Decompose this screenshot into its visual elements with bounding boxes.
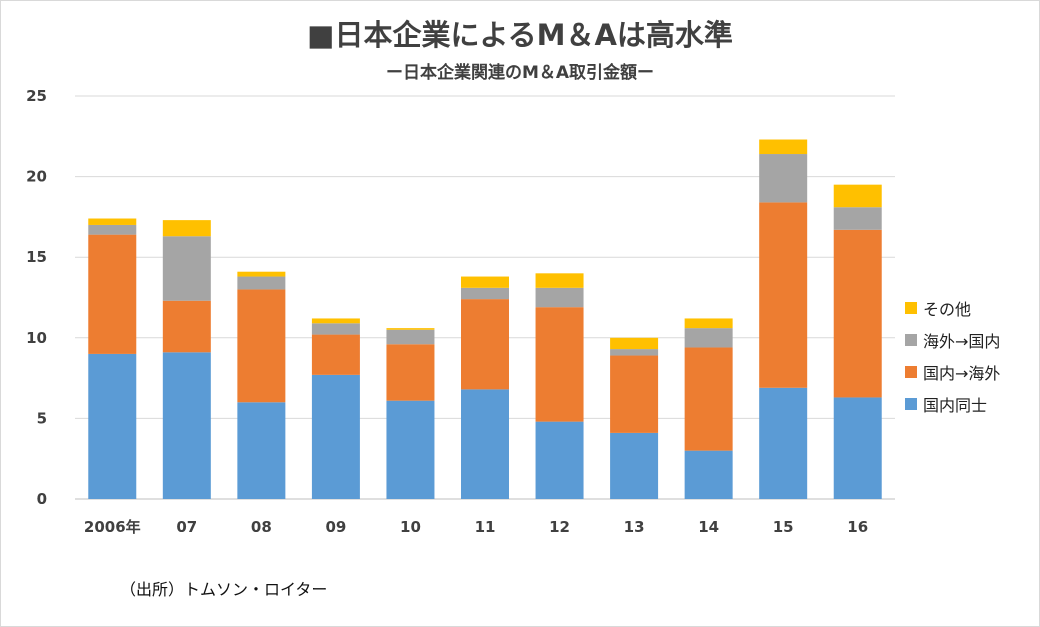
bar-segment-series-0 [759, 387, 808, 499]
x-tick-label: 09 [325, 518, 346, 536]
bar-segment-series-3 [386, 328, 435, 330]
legend-swatch-foreign-to-domestic [905, 334, 917, 346]
bar-segment-series-0 [88, 353, 137, 499]
bar-segment-series-0 [833, 397, 882, 499]
bar-segment-series-0 [684, 450, 733, 499]
bar-segment-series-1 [535, 307, 584, 422]
y-tick-label: 25 [26, 87, 47, 105]
chart-subtitle: ー日本企業関連のM＆A取引金額ー [385, 63, 655, 83]
bar-segment-series-0 [610, 432, 659, 499]
bar-segment-series-2 [610, 349, 659, 356]
legend-item-other: その他 [905, 292, 1000, 324]
bar-segment-series-0 [311, 374, 360, 499]
y-tick-label: 5 [37, 409, 47, 427]
bar-segment-series-2 [162, 236, 211, 301]
source-note: （出所）トムソン・ロイター [120, 580, 328, 599]
bar-segment-series-2 [461, 287, 509, 300]
bar-segment-series-2 [237, 276, 286, 290]
x-tick-label: 13 [624, 518, 645, 536]
bar-segment-series-2 [311, 323, 360, 335]
bar-segment-series-3 [311, 318, 360, 324]
legend: その他 海外→国内 国内→海外 国内同士 [905, 292, 1000, 420]
bar-segment-series-1 [461, 299, 509, 390]
y-tick-label: 10 [26, 329, 47, 347]
legend-item-domestic: 国内同士 [905, 388, 1000, 420]
legend-swatch-other [905, 302, 917, 314]
bar-segment-series-2 [759, 154, 808, 203]
bar-segment-series-1 [162, 300, 211, 353]
y-tick-label: 20 [26, 168, 47, 186]
legend-label-domestic: 国内同士 [923, 396, 988, 415]
x-tick-label: 14 [698, 518, 719, 536]
x-tick-label: 10 [400, 518, 421, 536]
bar-segment-series-2 [535, 287, 584, 308]
x-tick-label: 12 [549, 518, 570, 536]
bar-segment-series-3 [461, 276, 509, 288]
legend-swatch-domestic [905, 398, 917, 410]
x-tick-label: 08 [251, 518, 272, 536]
bar-segment-series-3 [759, 139, 808, 155]
x-tick-label: 07 [176, 518, 197, 536]
bar-segment-series-0 [386, 400, 435, 499]
bar-segment-series-2 [88, 224, 137, 235]
legend-label-domestic-to-foreign: 国内→海外 [923, 364, 1001, 383]
bar-segment-series-1 [610, 355, 659, 433]
bar-segment-series-0 [535, 421, 584, 499]
chart-title: ■日本企業によるM＆Aは高水準 [307, 18, 733, 52]
y-tick-label: 0 [37, 490, 47, 508]
bar-segment-series-3 [610, 337, 659, 350]
bar-segment-series-0 [461, 389, 509, 499]
legend-item-domestic-to-foreign: 国内→海外 [905, 356, 1000, 388]
legend-label-foreign-to-domestic: 海外→国内 [923, 332, 1001, 351]
bar-segment-series-1 [833, 229, 882, 398]
bar-segment-series-2 [684, 328, 733, 348]
bar-segment-series-2 [833, 207, 882, 230]
bar-segment-series-1 [88, 234, 137, 354]
bar-segment-series-3 [684, 318, 733, 329]
x-tick-label: 11 [475, 518, 496, 536]
bar-segment-series-3 [833, 184, 882, 208]
x-tick-label: 15 [773, 518, 794, 536]
bar-segment-series-1 [386, 344, 435, 401]
bar-segment-series-3 [88, 218, 137, 225]
legend-item-foreign-to-domestic: 海外→国内 [905, 324, 1000, 356]
legend-swatch-domestic-to-foreign [905, 366, 917, 378]
legend-label-other: その他 [923, 300, 972, 319]
bar-segment-series-0 [237, 402, 286, 499]
x-tick-label: 16 [847, 518, 868, 536]
bar-segment-series-1 [684, 347, 733, 451]
bar-segment-series-3 [535, 273, 584, 288]
bar-segment-series-3 [162, 220, 211, 237]
bar-segment-series-0 [162, 352, 211, 499]
bar-segment-series-3 [237, 271, 286, 277]
y-tick-label: 15 [26, 248, 47, 266]
bar-segment-series-1 [311, 334, 360, 375]
bar-segment-series-2 [386, 329, 435, 345]
bar-segment-series-1 [759, 202, 808, 388]
bar-segment-series-1 [237, 289, 286, 403]
x-tick-label: 2006年 [84, 518, 141, 536]
